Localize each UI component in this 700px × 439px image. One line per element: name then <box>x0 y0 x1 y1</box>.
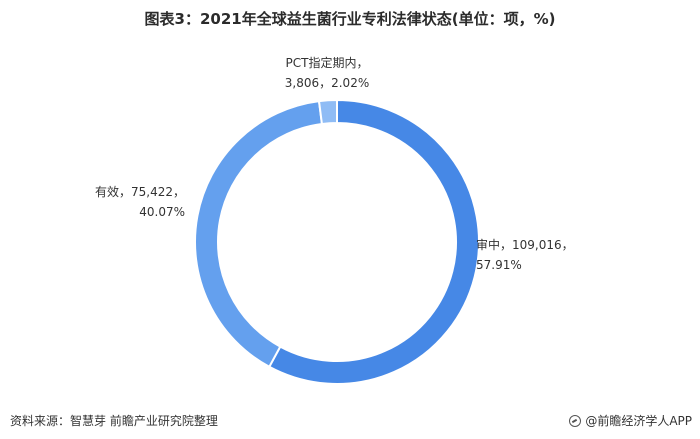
brand-text: @前瞻经济学人APP <box>585 414 692 428</box>
slice-name-value: 有效，75,422， <box>95 184 185 199</box>
brand-credit: @前瞻经济学人APP <box>569 412 692 429</box>
slice-label-1: 审中，109,016， 57.91% <box>476 237 574 272</box>
slice-3 <box>317 98 338 126</box>
source-note: 资料来源：智慧芽 前瞻产业研究院整理 <box>10 414 218 428</box>
slice-percent: 40.07% <box>139 205 185 219</box>
slice-percent: 57.91% <box>476 258 522 272</box>
chart-title: 图表3：2021年全球益生菌行业专利法律状态(单位：项，%) <box>144 10 556 28</box>
slice-2 <box>194 100 324 369</box>
slice-percent: 3,806，2.02% <box>285 76 369 90</box>
slice-name-value: PCT指定期内， <box>286 55 369 70</box>
slice-1 <box>267 98 480 385</box>
slice-label-2: 有效，75,422， 40.07% <box>95 184 185 219</box>
slice-name-value: 审中，109,016， <box>476 237 574 252</box>
slice-label-3: PCT指定期内， 3,806，2.02% <box>285 55 369 90</box>
qianzhan-logo-icon <box>569 414 582 427</box>
